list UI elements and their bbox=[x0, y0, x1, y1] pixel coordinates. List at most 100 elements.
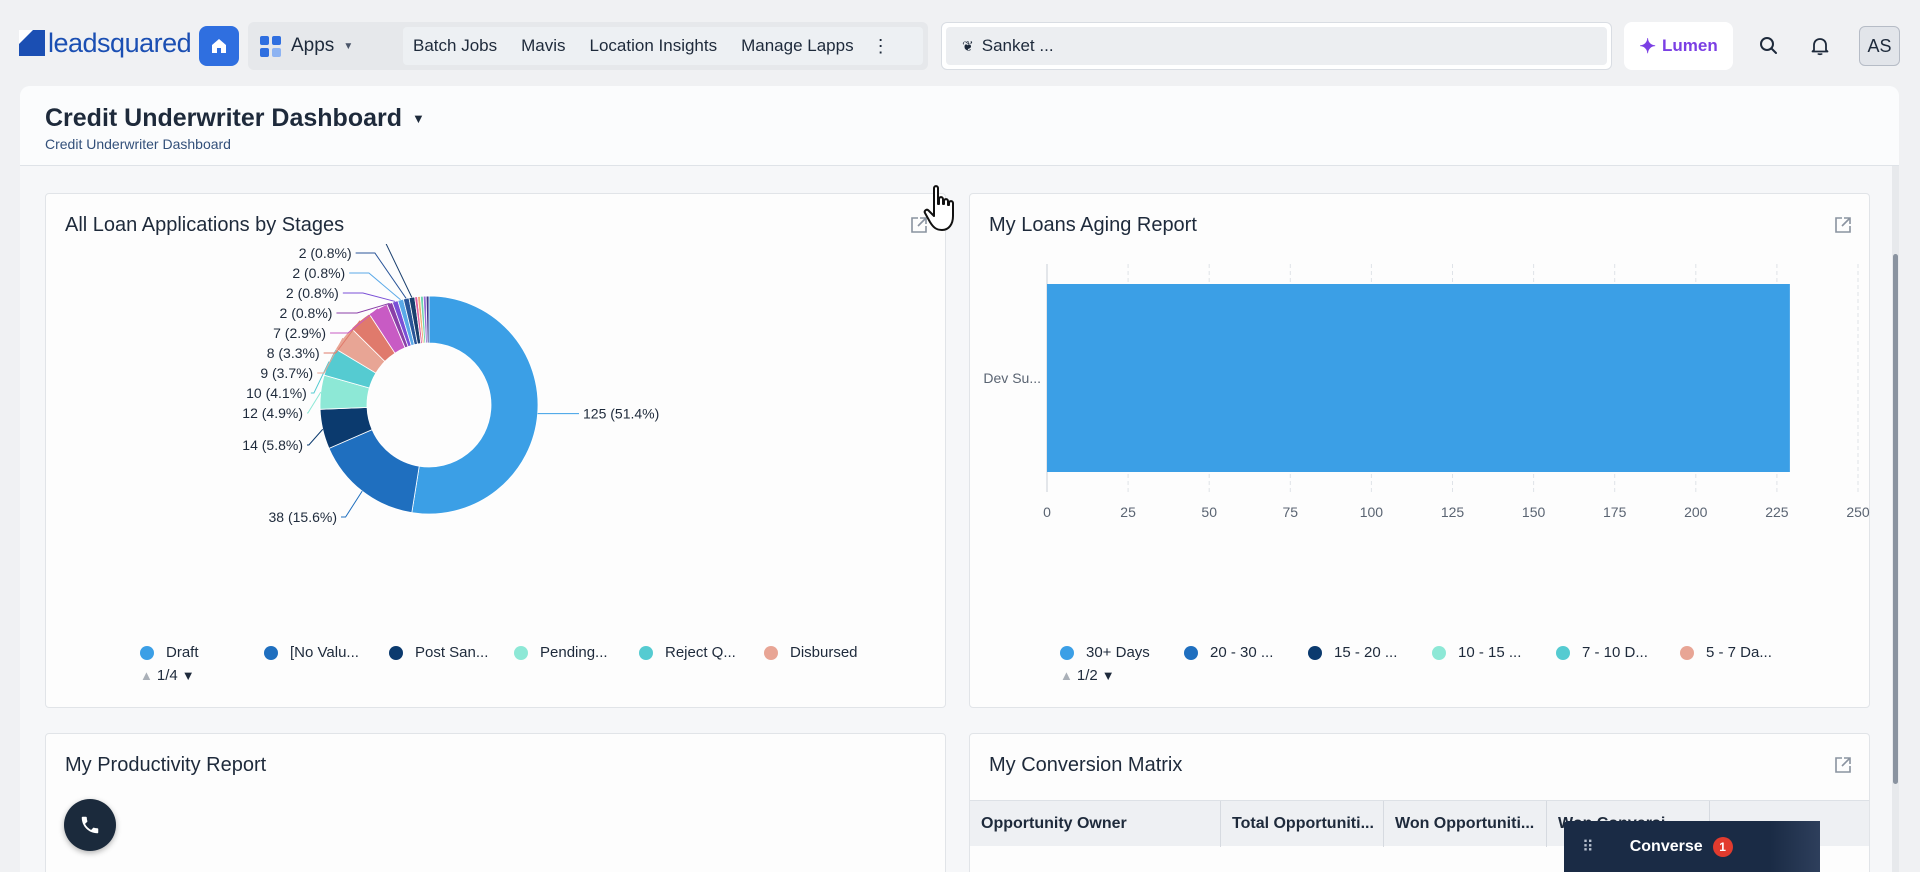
legend-swatch bbox=[514, 645, 528, 660]
search-icon[interactable] bbox=[1757, 34, 1781, 58]
x-tick-label: 125 bbox=[1441, 504, 1465, 520]
external-link-icon[interactable] bbox=[1834, 216, 1852, 234]
page-up-icon[interactable]: ▲ bbox=[140, 668, 153, 683]
external-link-icon[interactable] bbox=[910, 216, 928, 234]
x-tick-label: 175 bbox=[1603, 504, 1627, 520]
legend-label: Reject Q... bbox=[665, 644, 736, 661]
lumen-button[interactable]: ✦ Lumen bbox=[1624, 22, 1733, 70]
aging-bar-chart: 0 25 50 75 100 125 150 175 200 225 250 Dev Su... bbox=[983, 264, 1870, 520]
donut-slice[interactable] bbox=[411, 295, 539, 515]
page-up-icon[interactable]: ▲ bbox=[1060, 668, 1073, 683]
legend-label: 15 - 20 ... bbox=[1334, 644, 1398, 661]
x-tick-label: 0 bbox=[1043, 504, 1051, 520]
sparkle-icon: ✦ bbox=[1639, 35, 1657, 58]
pager-text: 1/4 bbox=[156, 667, 178, 684]
x-tick-label: 75 bbox=[1283, 504, 1299, 520]
apps-bar: Apps ▼ Batch Jobs Mavis Location Insight… bbox=[248, 22, 928, 70]
slice-data-label: 2 (0.8%) bbox=[299, 245, 352, 261]
slice-data-label: 7 (2.9%) bbox=[273, 325, 326, 341]
converse-label: Converse bbox=[1629, 837, 1703, 855]
legend-swatch bbox=[1184, 645, 1198, 660]
legend-item-15-20-days[interactable]: 15 - 20 ... bbox=[1308, 644, 1397, 661]
scrollbar-thumb[interactable] bbox=[1893, 254, 1898, 784]
legend-item-10-15-days[interactable]: 10 - 15 ... bbox=[1432, 644, 1521, 661]
legend-swatch bbox=[639, 645, 653, 660]
slice-data-label: 2 (0.8%) bbox=[292, 265, 345, 281]
legend-swatch bbox=[389, 645, 403, 660]
x-tick-label: 100 bbox=[1360, 504, 1384, 520]
legend-item-post-sanction[interactable]: Post San... bbox=[389, 644, 488, 661]
external-link-icon[interactable] bbox=[1834, 756, 1852, 774]
legend-item-pending[interactable]: Pending... bbox=[514, 644, 608, 661]
widget-title: My Conversion Matrix bbox=[989, 754, 1183, 776]
widget-productivity-report: My Productivity Report bbox=[45, 733, 946, 872]
legend-item-disbursed[interactable]: Disbursed bbox=[764, 644, 858, 661]
widget-loan-stages: All Loan Applications by Stages 125 (51.… bbox=[45, 193, 946, 708]
nav-link-mavis[interactable]: Mavis bbox=[521, 36, 566, 55]
leadsquared-logo[interactable]: leadsquared bbox=[19, 30, 192, 57]
y-category-label: Dev Su... bbox=[983, 370, 1041, 386]
apps-label: Apps bbox=[291, 35, 335, 56]
user-avatar[interactable]: AS bbox=[1859, 26, 1900, 66]
legend-pager: ▲ 1/4 ▼ bbox=[140, 667, 195, 684]
home-button[interactable] bbox=[199, 26, 239, 66]
legend-item-5-7-days[interactable]: 5 - 7 Da... bbox=[1680, 644, 1772, 661]
legend-label: Draft bbox=[166, 644, 199, 661]
converse-chat-launcher[interactable]: ⠿ Converse 1 bbox=[1564, 821, 1820, 872]
label-leader-line bbox=[307, 391, 322, 414]
column-header-won-opportunities[interactable]: Won Opportuniti... bbox=[1384, 801, 1547, 847]
legend-swatch bbox=[1060, 645, 1074, 660]
bell-icon[interactable] bbox=[1808, 34, 1832, 58]
dashboard-subtitle: Credit Underwriter Dashboard bbox=[45, 136, 231, 152]
legend-item-30-plus-days[interactable]: 30+ Days bbox=[1060, 644, 1150, 661]
slice-data-label: 2 (0.8%) bbox=[280, 305, 333, 321]
dashboard-container: Credit Underwriter Dashboard ▼ Credit Un… bbox=[20, 86, 1899, 872]
phone-call-button[interactable] bbox=[64, 799, 116, 851]
bar[interactable] bbox=[1047, 284, 1790, 472]
label-leader-line bbox=[310, 361, 330, 394]
legend-item-draft[interactable]: Draft bbox=[140, 644, 199, 661]
label-leader-line bbox=[323, 320, 361, 354]
x-tick-label: 150 bbox=[1522, 504, 1546, 520]
apps-grid-icon bbox=[260, 35, 281, 57]
legend-item-reject[interactable]: Reject Q... bbox=[639, 644, 736, 661]
label-leader-line bbox=[330, 308, 379, 334]
column-header-opportunity-owner[interactable]: Opportunity Owner bbox=[970, 801, 1221, 847]
legend-item-20-30-days[interactable]: 20 - 30 ... bbox=[1184, 644, 1273, 661]
pager-text: 1/2 bbox=[1076, 667, 1098, 684]
search-field[interactable]: ❦ Sanket ... bbox=[946, 27, 1607, 65]
legend-label: 30+ Days bbox=[1086, 644, 1150, 661]
page-down-icon[interactable]: ▼ bbox=[1101, 668, 1115, 683]
legend-label: Disbursed bbox=[790, 644, 858, 661]
x-tick-label: 25 bbox=[1120, 504, 1136, 520]
global-search[interactable]: ❦ Sanket ... bbox=[941, 22, 1612, 70]
dashboard-selector[interactable]: Credit Underwriter Dashboard ▼ bbox=[45, 104, 425, 133]
drag-handle-icon[interactable]: ⠿ bbox=[1582, 838, 1594, 856]
column-header-total-opportunities[interactable]: Total Opportuniti... bbox=[1221, 801, 1384, 847]
nav-link-location-insights[interactable]: Location Insights bbox=[589, 36, 718, 55]
legend-label: 5 - 7 Da... bbox=[1706, 644, 1772, 661]
x-tick-label: 250 bbox=[1846, 504, 1870, 520]
slice-data-label: 12 (4.9%) bbox=[242, 405, 303, 421]
logo-mark-icon bbox=[19, 30, 45, 56]
nav-link-manage-lapps[interactable]: Manage Lapps bbox=[741, 36, 854, 55]
legend-label: Post San... bbox=[415, 644, 489, 661]
chevron-down-icon: ▼ bbox=[343, 40, 354, 52]
more-options-icon[interactable]: ⋮ bbox=[871, 35, 890, 56]
donut-chart: 125 (51.4%) 38 (15.6%) 14 (5.8%) 12 (4.9%) 1… bbox=[242, 244, 659, 525]
nav-link-batch-jobs[interactable]: Batch Jobs bbox=[413, 36, 498, 55]
legend-item-no-value[interactable]: [No Valu... bbox=[264, 644, 359, 661]
donut-slice[interactable] bbox=[425, 295, 430, 344]
paw-icon: ❦ bbox=[962, 37, 974, 54]
page-scrollbar[interactable] bbox=[1892, 166, 1899, 872]
apps-menu-button[interactable]: Apps ▼ bbox=[260, 22, 353, 70]
legend-swatch bbox=[1308, 645, 1322, 660]
label-leader-line bbox=[336, 302, 390, 314]
legend-item-7-10-days[interactable]: 7 - 10 D... bbox=[1556, 644, 1648, 661]
page-down-icon[interactable]: ▼ bbox=[181, 668, 195, 683]
legend-label: [No Valu... bbox=[290, 644, 359, 661]
search-value: Sanket ... bbox=[981, 36, 1054, 55]
home-icon bbox=[212, 39, 226, 53]
legend-label: 20 - 30 ... bbox=[1210, 644, 1274, 661]
legend-swatch bbox=[264, 645, 278, 660]
